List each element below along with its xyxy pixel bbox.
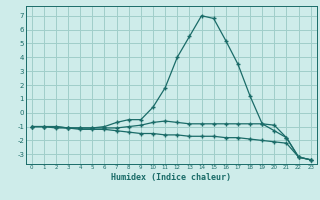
X-axis label: Humidex (Indice chaleur): Humidex (Indice chaleur)	[111, 173, 231, 182]
